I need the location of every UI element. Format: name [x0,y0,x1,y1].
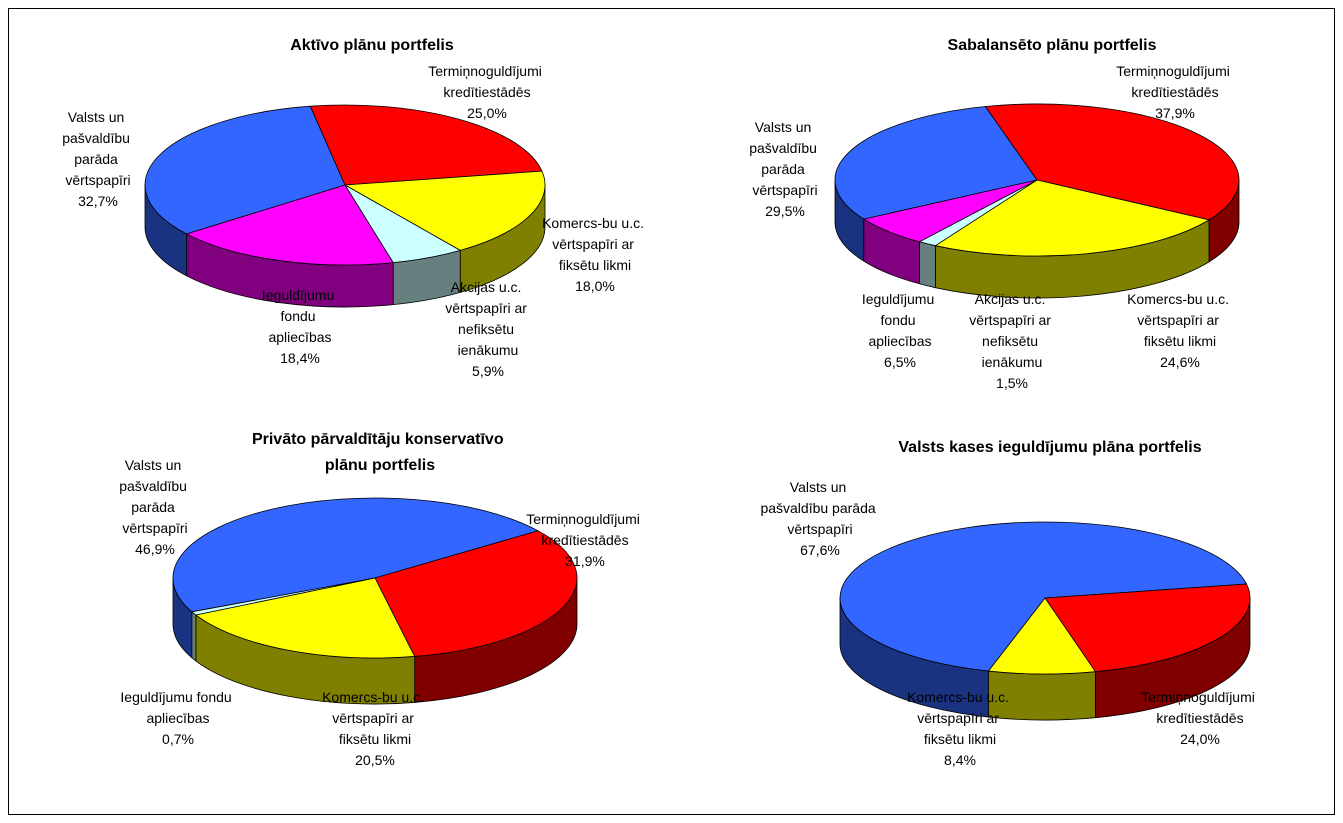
slice-label: Ieguldījumu fondu apliecības [120,689,235,726]
chart-title: Valsts kases ieguldījumu plāna portfelis [898,439,1201,456]
value-label: 31,9% [565,553,605,569]
slice [863,179,1038,243]
value-label: 24,0% [1180,731,1220,747]
slice-side [191,611,197,662]
chart-title: Privāto pārvaldītāju konservatīvo plānu … [252,431,508,474]
value-label: 8,4% [944,752,976,768]
slice-label: Termiņnoguldījumi kredītiestādēs [1116,63,1234,100]
slice-label: Komercs-bu u.c. vērtspapīri ar fiksētu l… [1127,291,1233,349]
value-label: 0,7% [162,731,194,747]
value-label: 29,5% [765,203,805,219]
slice-label: Termiņnoguldījumi kredītiestādēs [526,511,644,548]
slice-label: Akcijas u.c. vērtspapīri ar nefiksētu ie… [969,291,1055,370]
slice [309,104,543,186]
slice-label: Ieguldījumu fondu apliecības [862,291,938,349]
slice-label: Valsts un pašvaldību parāda vērtspapīri [119,457,191,536]
slice-side [919,241,936,289]
slice-label: Komercs-bu u.c. vērtspapīri ar fiksētu l… [907,689,1013,747]
slice [374,530,578,657]
slice [985,103,1240,221]
slice-label: Ieguldījumu fondu apliecības [262,287,338,345]
value-label: 6,5% [884,354,916,370]
slice [172,497,539,613]
slice-label: Valsts un pašvaldību parāda vērtspapīri [760,479,879,537]
slice [344,170,546,251]
slice [144,105,346,235]
slice-label: Termiņnoguldījumi kredītiestādēs [1141,689,1259,726]
slice [186,184,394,266]
value-label: 25,0% [467,105,507,121]
value-label: 5,9% [472,363,504,379]
value-label: 18,0% [575,278,615,294]
slice-label: Komercs-bu u.c. vērtspapīri ar fiksētu l… [322,689,428,747]
value-label: 67,6% [800,542,840,558]
slice-label: Termiņnoguldījumi kredītiestādēs [428,63,546,100]
slice-label: Valsts un pašvaldību parāda vērtspapīri [62,109,134,188]
slice-label: Komercs-bu u.c. vērtspapīri ar fiksētu l… [542,215,648,273]
slice-label: Akcijas u.c. vērtspapīri ar nefiksētu ie… [445,279,531,358]
slice [834,106,1038,220]
value-label: 1,5% [996,375,1028,391]
slice [988,597,1096,675]
value-label: 24,6% [1160,354,1200,370]
value-label: 32,7% [78,193,118,209]
slice [934,179,1210,257]
value-label: 18,4% [280,350,320,366]
slice-label: Valsts un pašvaldību parāda vērtspapīri [749,119,821,198]
value-label: 20,5% [355,752,395,768]
slice [1044,583,1251,673]
slice [195,577,416,659]
value-label: 46,9% [135,541,175,557]
chart-title: Sabalansēto plānu portfelis [948,37,1157,54]
chart-title: Aktīvo plānu portfelis [290,37,454,54]
slice [839,521,1247,672]
slice [191,577,376,616]
value-label: 37,9% [1155,105,1195,121]
